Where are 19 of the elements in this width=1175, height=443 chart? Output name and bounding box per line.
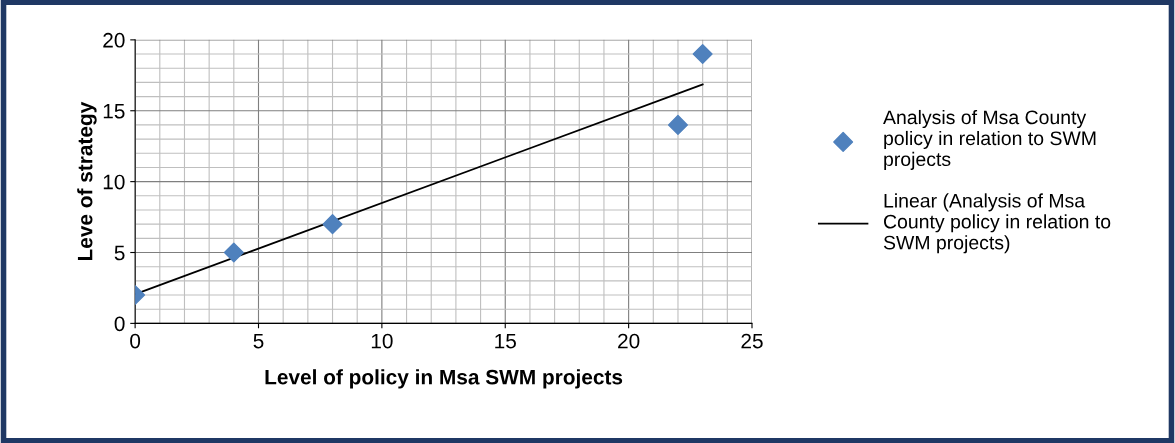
y-axis-title: Leve of strategy — [77, 101, 97, 261]
x-tick-label: 10 — [371, 333, 393, 349]
legend-label: Analysis of Msa County policy in relation to SWM projects — [883, 109, 1096, 170]
x-axis-title: Level of policy in Msa SWM projects — [265, 369, 623, 389]
y-tick-label: 0 — [114, 316, 125, 332]
point — [322, 214, 343, 235]
legend-label: Linear (Analysis of Msa County policy in relation to SWM projects) — [883, 193, 1111, 254]
y-tick-label: 10 — [103, 174, 125, 190]
point — [667, 114, 688, 135]
x-tick-label: 20 — [618, 333, 640, 349]
y-tick-label: 5 — [114, 245, 125, 261]
x-tick-label: 15 — [495, 333, 516, 349]
x-tick-label: 25 — [741, 333, 763, 349]
y-tick-label: 20 — [103, 32, 125, 48]
point — [223, 242, 244, 263]
x-tick-label: 0 — [130, 333, 141, 349]
y-tick-label: 15 — [103, 103, 125, 119]
point — [692, 44, 713, 65]
x-tick-label: 5 — [253, 333, 264, 349]
